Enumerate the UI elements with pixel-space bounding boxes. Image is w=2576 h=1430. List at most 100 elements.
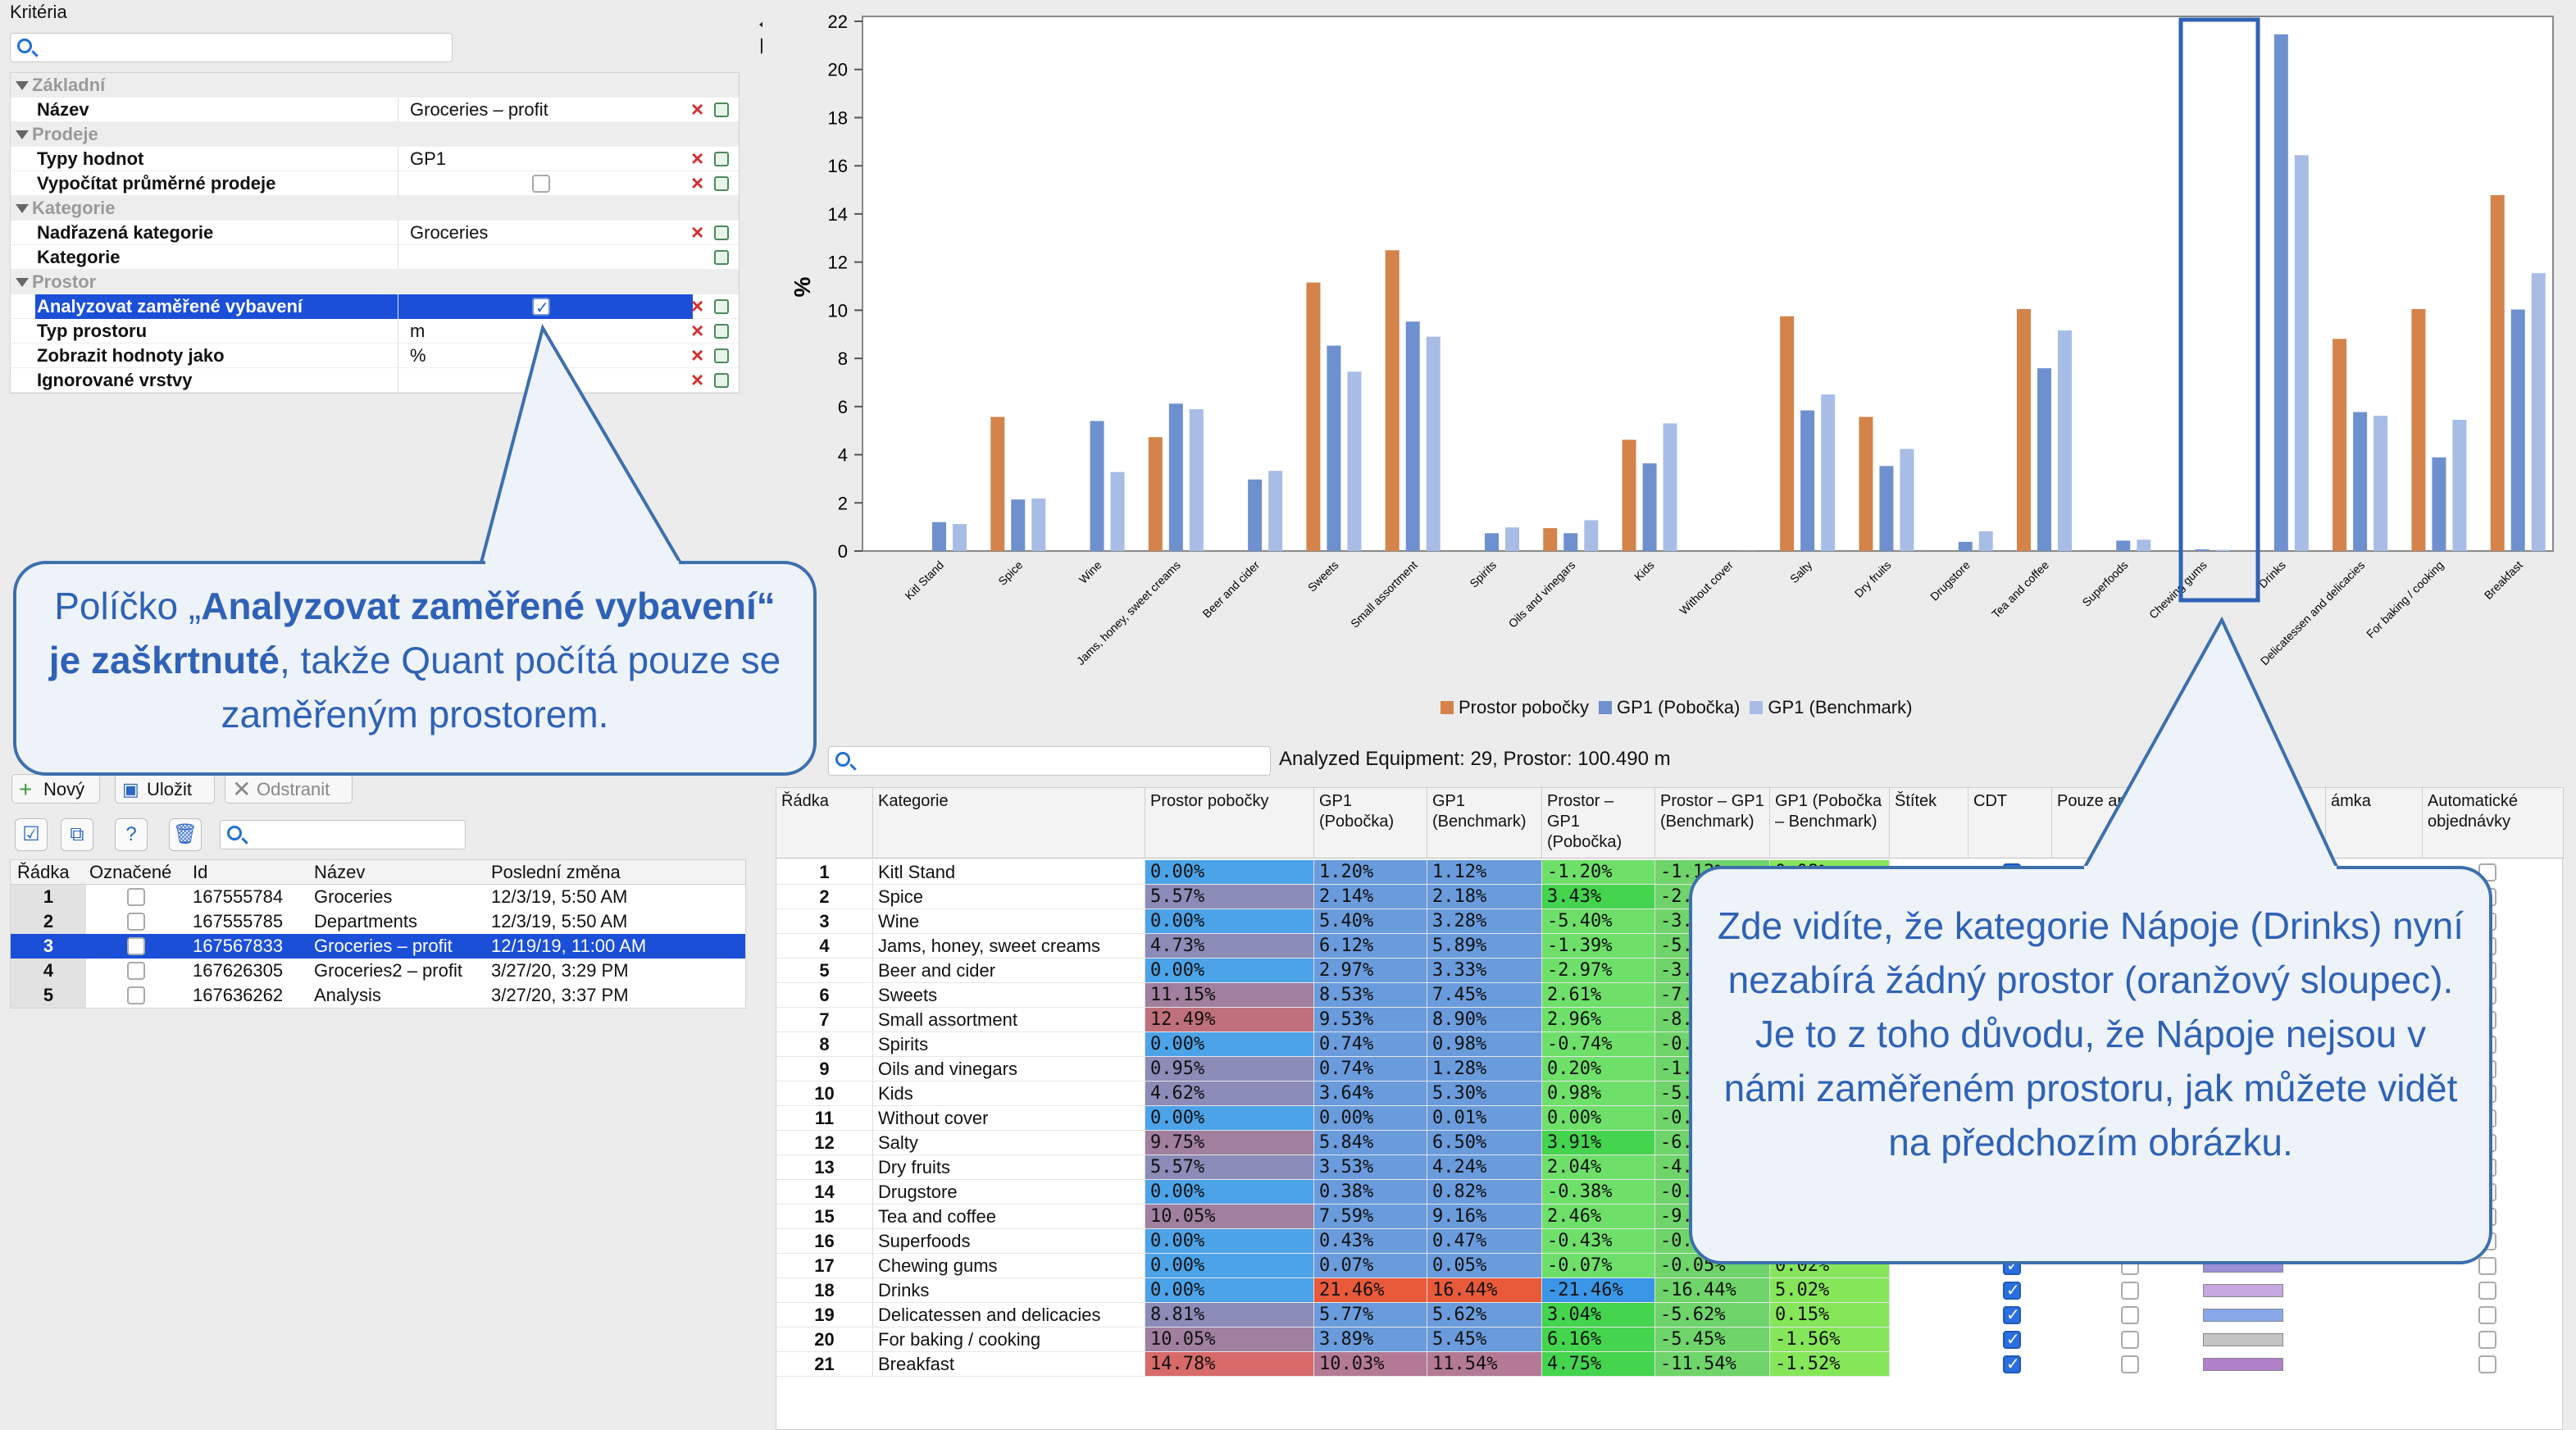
files-search-input[interactable] <box>220 820 466 849</box>
column-header[interactable]: Kategorie <box>873 788 1145 858</box>
cdt-checkbox[interactable] <box>2003 1329 2021 1350</box>
file-select-checkbox[interactable] <box>127 888 145 906</box>
column-header[interactable]: CDT <box>1968 788 2052 858</box>
copy-value-icon[interactable] <box>714 324 729 339</box>
column-header[interactable]: Prostor – GP1 (Benchmark) <box>1655 788 1770 858</box>
check-all-icon[interactable]: ☑ <box>15 818 48 851</box>
file-row[interactable]: 2 167555785 Departments 12/3/19, 5:50 AM <box>11 909 745 934</box>
file-row[interactable]: 5 167636262 Analysis 3/27/20, 3:37 PM <box>11 983 745 1008</box>
files-column-header[interactable]: Označené <box>89 862 172 882</box>
auto-order-checkbox[interactable] <box>2478 1355 2496 1373</box>
remove-icon[interactable]: × <box>691 146 704 171</box>
left-callout-bold: Analyzovat zaměřené vybavení“ je zaškrtn… <box>48 585 776 681</box>
remove-icon[interactable]: × <box>691 171 704 195</box>
column-header[interactable]: Řádka <box>776 788 873 858</box>
auto-order-checkbox[interactable] <box>2478 1331 2496 1349</box>
copy-value-icon[interactable] <box>714 225 729 240</box>
copy-value-icon[interactable] <box>714 176 729 191</box>
remove-icon[interactable]: × <box>691 220 704 244</box>
analyze-only-checkbox[interactable] <box>2121 1306 2139 1324</box>
label-color-swatch[interactable] <box>2203 1358 2283 1371</box>
file-select-checkbox[interactable] <box>127 962 145 980</box>
table-cell: 5.02% <box>1770 1278 1890 1303</box>
auto-order-checkbox[interactable] <box>2478 1282 2496 1300</box>
section-header[interactable]: Základní <box>11 73 739 98</box>
file-row[interactable]: 1 167555784 Groceries 12/3/19, 5:50 AM <box>11 885 745 909</box>
analyze-only-checkbox[interactable] <box>2121 1331 2139 1349</box>
remove-icon[interactable]: × <box>691 318 704 343</box>
criteria-checkbox[interactable] <box>532 175 550 193</box>
criteria-value[interactable] <box>398 245 693 270</box>
criteria-search-input[interactable] <box>10 33 453 62</box>
row-number: 14 <box>776 1180 873 1205</box>
criteria-row[interactable]: Nadřazená kategorie Groceries × <box>11 221 739 245</box>
help-icon[interactable]: ? <box>115 818 148 851</box>
files-column-header[interactable]: Id <box>193 862 208 882</box>
legend-label: Prostor pobočky <box>1459 697 1589 717</box>
criteria-value[interactable]: % <box>398 344 693 368</box>
file-select-checkbox[interactable] <box>127 986 145 1004</box>
copy-value-icon[interactable] <box>714 102 729 117</box>
criteria-value[interactable]: Groceries <box>398 221 693 245</box>
files-column-header[interactable]: Název <box>314 862 366 882</box>
criteria-row[interactable]: Vypočítat průměrné prodeje × <box>11 171 739 196</box>
copy-value-icon[interactable] <box>714 348 729 363</box>
criteria-checkbox[interactable] <box>532 296 550 321</box>
save-button[interactable]: ▣ Uložit <box>115 774 215 804</box>
remove-icon[interactable]: × <box>691 294 704 318</box>
cdt-checkbox[interactable] <box>2003 1354 2021 1374</box>
trash-icon[interactable]: 🗑 <box>169 818 202 851</box>
copy-value-icon[interactable] <box>714 373 729 388</box>
criteria-value[interactable] <box>398 171 693 196</box>
criteria-row[interactable]: Ignorované vrstvy × <box>11 368 739 393</box>
column-header[interactable]: Automatické objednávky <box>2423 788 2564 858</box>
column-header[interactable]: Štítek <box>1890 788 1968 858</box>
auto-order-checkbox[interactable] <box>2478 1257 2496 1275</box>
files-column-header[interactable]: Řádka <box>17 862 70 882</box>
criteria-row[interactable]: Kategorie <box>11 245 739 270</box>
column-header[interactable]: GP1 (Pobočka) <box>1314 788 1427 858</box>
files-column-header[interactable]: Poslední změna <box>491 862 621 882</box>
criteria-row[interactable]: Název Groceries – profit × <box>11 98 739 122</box>
column-header[interactable]: GP1 (Pobočka – Benchmark) <box>1770 788 1890 858</box>
criteria-value[interactable] <box>398 368 693 393</box>
column-header[interactable]: Prostor – GP1 (Pobočka) <box>1542 788 1655 858</box>
file-row[interactable]: 3 167567833 Groceries – profit 12/19/19, 11… <box>11 934 745 959</box>
label-color-swatch[interactable] <box>2203 1333 2283 1346</box>
table-search-input[interactable] <box>828 746 1271 776</box>
copy-icon[interactable]: ⧉ <box>61 818 93 851</box>
column-header[interactable]: Prostor pobočky <box>1145 788 1314 858</box>
cdt-checkbox[interactable] <box>2003 1280 2021 1300</box>
cdt-checkbox[interactable] <box>2003 1305 2021 1325</box>
label-color-swatch[interactable] <box>2203 1309 2283 1322</box>
file-select-checkbox[interactable] <box>127 937 145 955</box>
column-header[interactable]: ámka <box>2326 788 2423 858</box>
criteria-row[interactable]: Zobrazit hodnoty jako% × <box>11 344 739 368</box>
section-header[interactable]: Prostor <box>11 270 739 294</box>
file-select-checkbox[interactable] <box>127 913 145 931</box>
criteria-row[interactable]: Typy hodnot GP1 × <box>11 147 739 171</box>
remove-icon[interactable]: × <box>691 367 704 392</box>
section-header[interactable]: Kategorie <box>11 196 739 221</box>
file-row[interactable]: 4 167626305 Groceries2 – profit 3/27/20, 3:… <box>11 959 745 983</box>
analyze-only-checkbox[interactable] <box>2121 1355 2139 1373</box>
remove-icon[interactable]: × <box>691 343 704 367</box>
copy-value-icon[interactable] <box>714 250 729 265</box>
bar <box>1900 449 1914 551</box>
criteria-value[interactable]: m <box>398 319 693 344</box>
section-header[interactable]: Prodeje <box>11 122 739 147</box>
criteria-value[interactable]: Groceries – profit <box>398 98 693 122</box>
auto-order-checkbox[interactable] <box>2478 1306 2496 1324</box>
remove-icon[interactable]: × <box>691 97 704 121</box>
column-header[interactable]: GP1 (Benchmark) <box>1427 788 1542 858</box>
row-number: 11 <box>776 1106 873 1131</box>
criteria-value[interactable]: GP1 <box>398 147 693 171</box>
copy-value-icon[interactable] <box>714 152 729 166</box>
copy-value-icon[interactable] <box>714 299 729 314</box>
criteria-label: Ignorované vrstvy <box>37 370 193 390</box>
criteria-row[interactable]: Typ prostoru m × <box>11 319 739 344</box>
label-color-swatch[interactable] <box>2203 1284 2283 1297</box>
criteria-row[interactable]: Analyzovat zaměřené vybavení × <box>11 294 739 321</box>
new-button[interactable]: + Nový <box>11 774 100 804</box>
analyze-only-checkbox[interactable] <box>2121 1282 2139 1300</box>
